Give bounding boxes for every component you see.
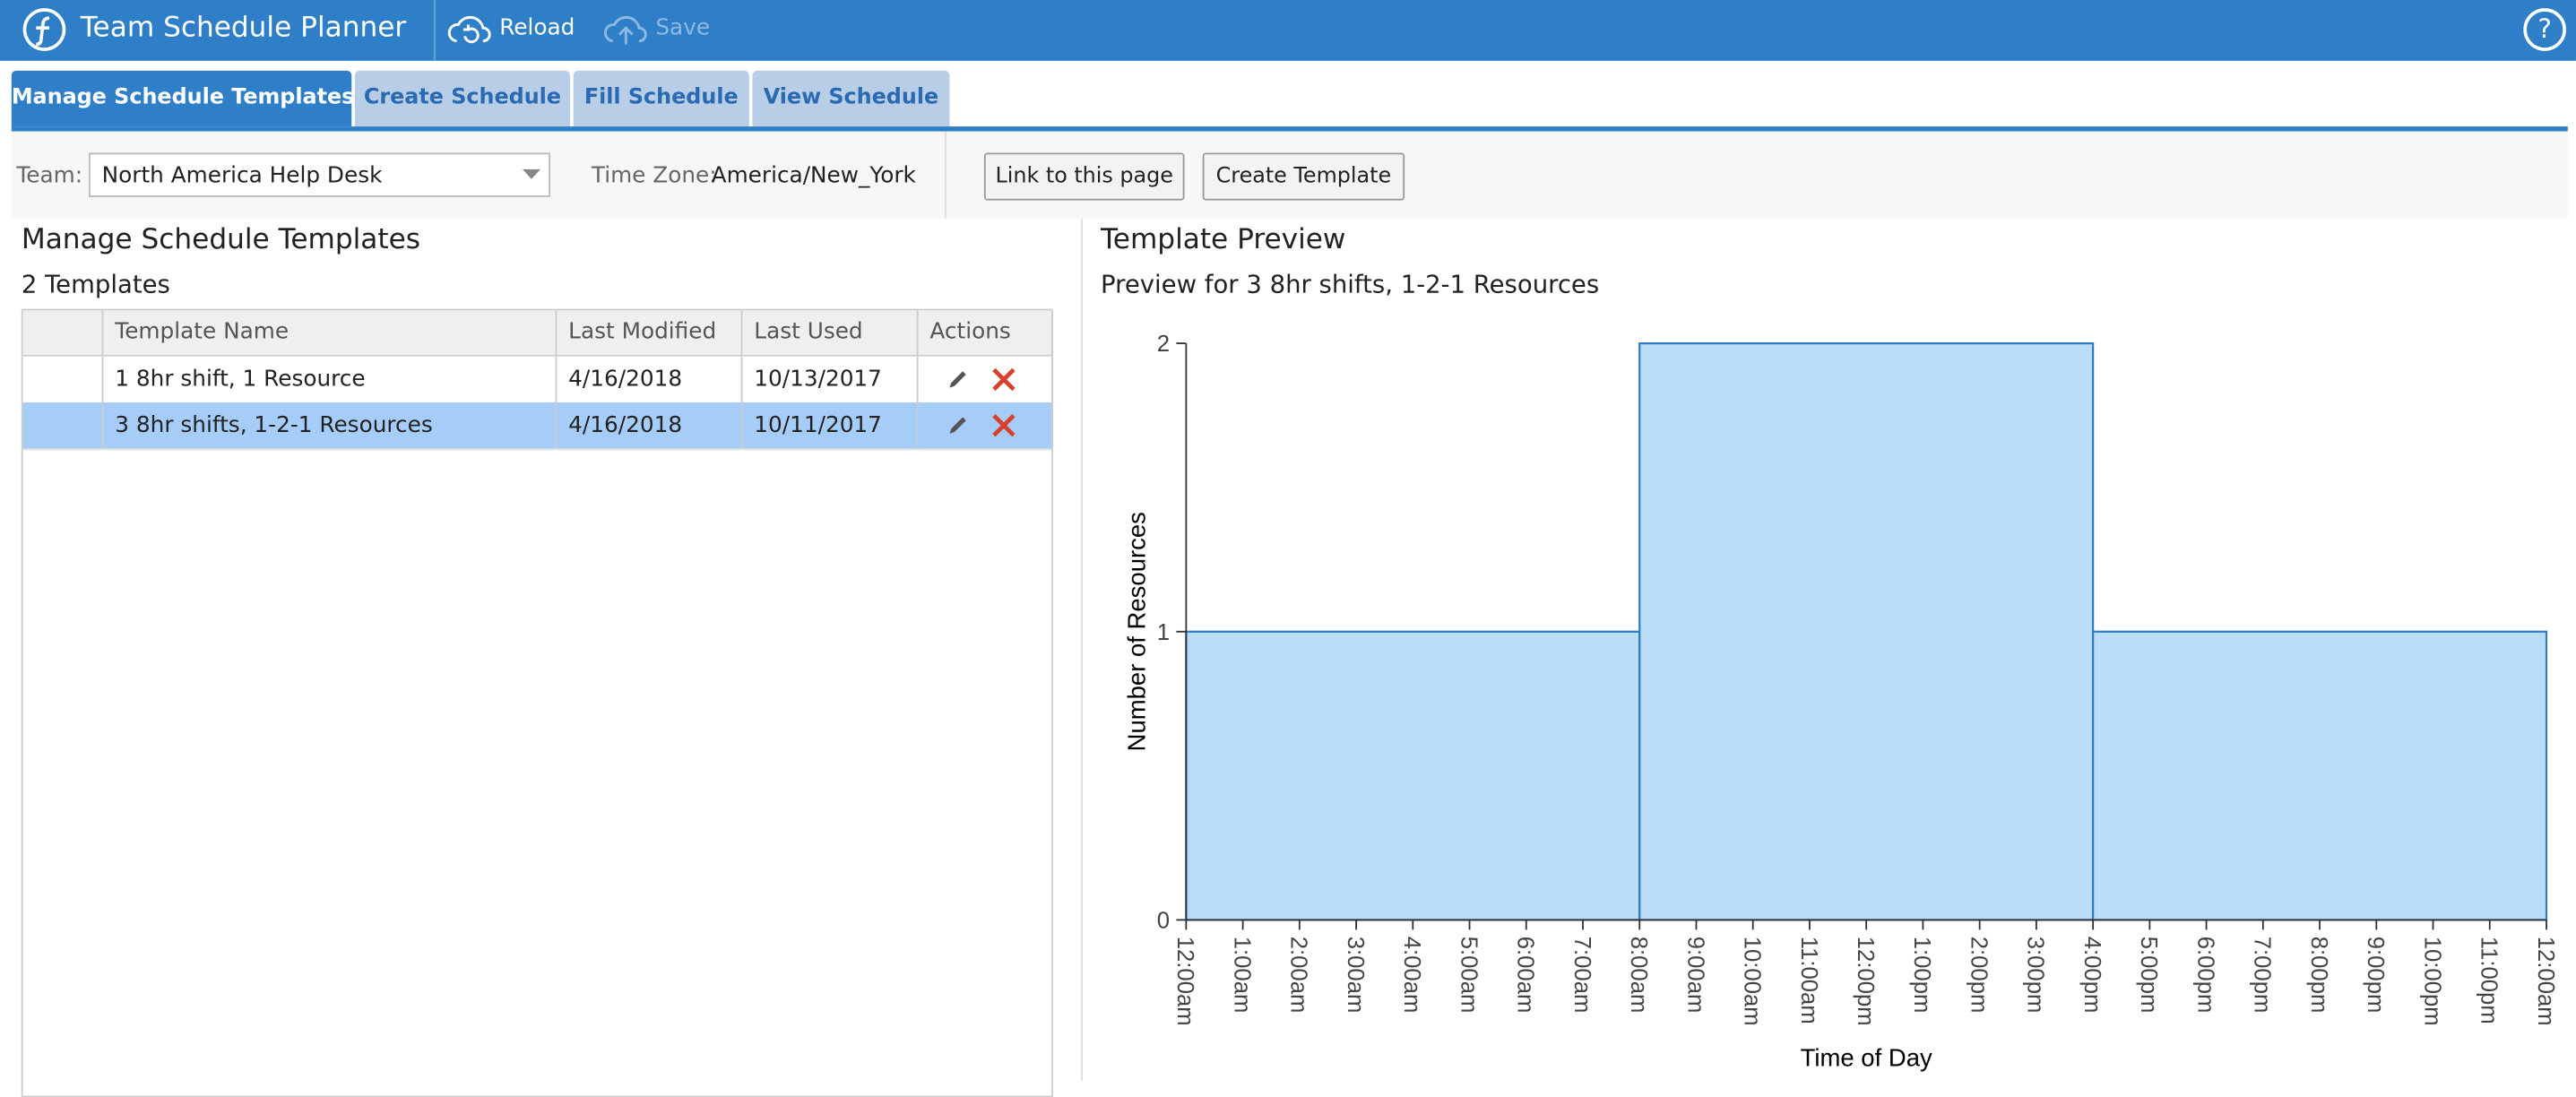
table-cell <box>23 402 104 449</box>
x-tick-label: 4:00am <box>1399 937 1424 1014</box>
preview-subtitle: Preview for 3 8hr shifts, 1-2-1 Resource… <box>1101 269 1600 299</box>
column-header[interactable]: Template Name <box>103 310 558 355</box>
x-tick-label: 6:00pm <box>2192 937 2217 1014</box>
save-icon <box>603 15 647 45</box>
table-cell <box>919 356 1053 403</box>
x-tick-label: 8:00am <box>1626 937 1651 1014</box>
x-tick-label: 6:00am <box>1513 937 1538 1014</box>
x-tick-label: 3:00am <box>1343 937 1368 1014</box>
y-axis-label: Number of Resources <box>1123 512 1151 751</box>
divider <box>433 0 436 61</box>
table-cell: 10/11/2017 <box>742 402 919 449</box>
panel-title: Manage Schedule Templates <box>21 223 421 256</box>
edit-icon[interactable] <box>947 368 970 392</box>
x-tick-label: 1:00am <box>1229 937 1254 1014</box>
x-tick-label: 8:00pm <box>2306 937 2331 1014</box>
help-button[interactable]: ? <box>2523 8 2566 51</box>
table-cell <box>23 356 104 403</box>
preview-title: Template Preview <box>1101 223 1346 256</box>
x <box>992 367 1016 392</box>
team-select[interactable]: North America Help Desk <box>88 152 551 197</box>
reload-button[interactable]: Reload <box>499 14 575 41</box>
tab[interactable]: Manage Schedule Templates <box>11 70 354 127</box>
pencil <box>949 417 966 434</box>
x-tick-label: 11:00pm <box>2477 937 2502 1024</box>
tab[interactable]: Create Schedule <box>354 70 571 127</box>
column-header[interactable]: Actions <box>919 310 1053 355</box>
edit-icon[interactable] <box>947 414 970 437</box>
x-tick-label: 7:00pm <box>2250 937 2275 1014</box>
x-axis-label: Time of Day <box>1801 1044 1932 1072</box>
column-header[interactable]: Last Used <box>742 310 919 355</box>
table-row[interactable] <box>22 402 1052 451</box>
table-cell: 3 8hr shifts, 1-2-1 Resources <box>103 402 558 449</box>
y-tick-label: 0 <box>1157 909 1170 934</box>
x-tick-label: 1:00pm <box>1909 937 1934 1014</box>
tab[interactable]: Fill Schedule <box>573 70 749 127</box>
x-tick-label: 5:00am <box>1456 937 1481 1014</box>
template-count: 2 Templates <box>21 269 170 299</box>
x-tick-label: 12:00am <box>2533 937 2558 1026</box>
delete-icon[interactable] <box>990 412 1016 438</box>
x-tick-label: 12:00pm <box>1853 937 1878 1026</box>
table-cell: 4/16/2018 <box>557 402 743 449</box>
top-bar: Team Schedule Planner Reload Save ? <box>0 0 2576 61</box>
x-tick-label: 10:00pm <box>2419 937 2444 1026</box>
bar <box>1638 341 2095 921</box>
x <box>992 414 1016 437</box>
save-button: Save <box>655 14 711 41</box>
x-tick-label: 7:00am <box>1569 937 1595 1014</box>
x-tick-label: 2:00am <box>1286 937 1311 1014</box>
team-label: Team: <box>16 162 83 189</box>
pencil <box>949 371 966 388</box>
tab[interactable]: View Schedule <box>752 70 950 127</box>
x-tick-label: 9:00am <box>1682 937 1707 1014</box>
x-tick-label: 10:00am <box>1740 937 1765 1026</box>
header-row <box>22 310 1052 357</box>
table-cell: 10/13/2017 <box>742 356 919 403</box>
x-tick-label: 5:00pm <box>2136 937 2161 1014</box>
y-tick-label: 2 <box>1157 332 1170 357</box>
y-tick-label: 1 <box>1157 620 1170 645</box>
table-cell: 1 8hr shift, 1 Resource <box>103 356 558 403</box>
column-header[interactable]: Last Modified <box>557 310 743 355</box>
timezone: America/New_York <box>711 162 916 189</box>
link-button[interactable]: Link to this page <box>983 152 1185 201</box>
bar <box>2092 630 2548 921</box>
x-tick-label: 11:00am <box>1796 937 1821 1024</box>
dropdown-arrow <box>522 168 541 179</box>
tab-underline <box>11 126 2568 132</box>
timezone-label: Time Zone: <box>591 162 717 189</box>
x-tick-label: 12:00am <box>1172 937 1197 1026</box>
app-title: Team Schedule Planner <box>80 11 407 45</box>
delete-icon[interactable] <box>990 367 1016 393</box>
x-tick-label: 3:00pm <box>2023 937 2048 1014</box>
reload-icon[interactable] <box>447 10 493 49</box>
logo <box>22 8 66 51</box>
bar <box>1185 630 1641 921</box>
x-tick-label: 4:00pm <box>2079 937 2105 1014</box>
create-template-button[interactable]: Create Template <box>1202 152 1405 201</box>
templates-table: Template Name Last Modified Last Used Actio… <box>21 308 1053 1097</box>
x-tick-label: 2:00pm <box>1966 937 1991 1014</box>
table-cell: 4/16/2018 <box>557 356 743 403</box>
x-tick-label: 9:00pm <box>2363 937 2388 1014</box>
divider <box>944 131 947 219</box>
table-cell <box>919 402 1053 449</box>
column-header <box>23 310 104 355</box>
divider <box>1081 218 1083 1082</box>
